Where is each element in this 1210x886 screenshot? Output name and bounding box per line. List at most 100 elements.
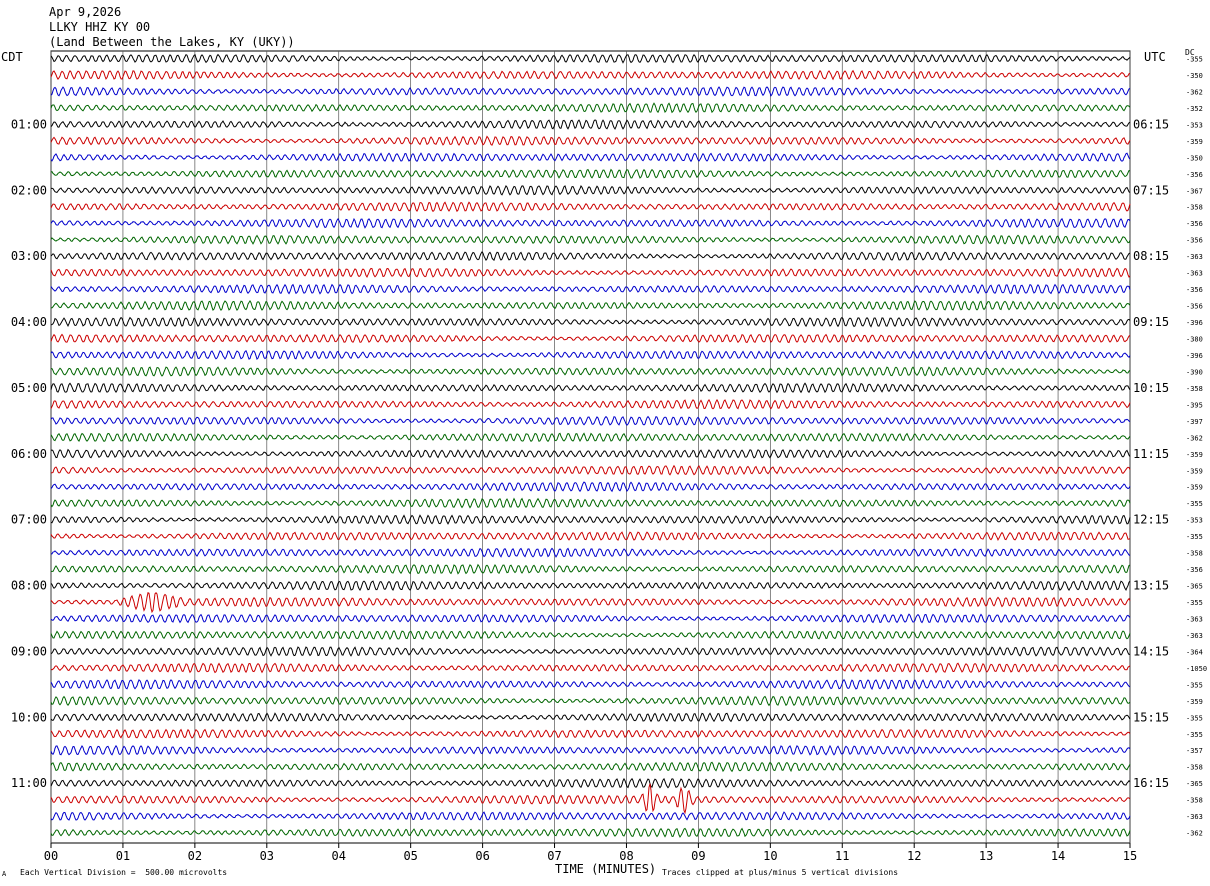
hour-label-left: 09:00 [11, 644, 47, 658]
hour-label-right: 15:15 [1133, 710, 1169, 724]
trace-line [50, 646, 1131, 657]
hour-label-left: 10:00 [11, 710, 47, 724]
x-tick-label: 09 [691, 849, 705, 863]
right-timezone-label: UTC [1144, 50, 1166, 64]
trace-line [50, 613, 1131, 624]
hour-label-right: 10:15 [1133, 381, 1169, 395]
hour-label-right: 16:15 [1133, 776, 1169, 790]
dc-offset-label: -396 [1186, 319, 1203, 327]
dc-offset-label: -365 [1186, 780, 1203, 788]
dc-offset-label: -364 [1186, 648, 1203, 656]
trace-line [50, 53, 1131, 64]
trace-line [50, 300, 1131, 312]
trace-line [50, 251, 1131, 262]
trace-line [50, 432, 1131, 443]
dc-offset-label: -356 [1186, 237, 1203, 245]
trace-line [50, 547, 1131, 558]
trace-line [50, 777, 1131, 789]
plot-frame [50, 50, 1131, 844]
dc-offset-label: -380 [1186, 335, 1203, 343]
dc-offset-label: -353 [1186, 121, 1203, 129]
dc-offset-label: -365 [1186, 583, 1203, 591]
trace-line [50, 382, 1131, 394]
hour-label-right: 12:15 [1133, 513, 1169, 527]
x-tick-label: 06 [475, 849, 489, 863]
trace-line [50, 333, 1131, 344]
hour-label-left: 01:00 [11, 117, 47, 131]
trace-line [50, 827, 1131, 838]
trace-line [50, 398, 1131, 410]
trace-line [50, 102, 1131, 114]
trace-line [50, 695, 1131, 707]
dc-offset-label: -358 [1186, 550, 1203, 558]
hour-label-right: 11:15 [1133, 447, 1169, 461]
dc-offset-label: -355 [1186, 533, 1203, 541]
x-tick-label: 04 [332, 849, 346, 863]
trace-line [50, 267, 1131, 279]
dc-offset-label: -397 [1186, 418, 1203, 426]
hour-label-left: 07:00 [11, 513, 47, 527]
left-timezone-label: CDT [1, 50, 23, 64]
trace-line [50, 69, 1131, 81]
trace-line [50, 481, 1131, 493]
hour-label-right: 07:15 [1133, 183, 1169, 197]
x-tick-label: 14 [1051, 849, 1065, 863]
dc-offset-label: -363 [1186, 270, 1203, 278]
dc-offset-label: -363 [1186, 615, 1203, 623]
dc-offset-label: -355 [1186, 500, 1203, 508]
hour-label-left: 08:00 [11, 579, 47, 593]
trace-line [50, 497, 1131, 509]
dc-offset-label: -355 [1186, 599, 1203, 607]
dc-offset-label: -367 [1186, 187, 1203, 195]
x-tick-label: 00 [44, 849, 58, 863]
trace-line [50, 744, 1131, 756]
dc-offset-header: DC [1185, 48, 1195, 57]
dc-offset-label: -359 [1186, 451, 1203, 459]
x-tick-label: 02 [188, 849, 202, 863]
trace-line [50, 712, 1131, 723]
trace-line [50, 531, 1131, 542]
recording-date: Apr 9,2026 [49, 5, 122, 19]
dc-offset-label: -395 [1186, 401, 1203, 409]
dc-offset-label: -356 [1186, 220, 1203, 228]
vertical-scale-note: Each Vertical Division = 500.00 microvol… [20, 868, 228, 877]
dc-offset-label: -362 [1186, 88, 1203, 96]
dc-offset-label: -359 [1186, 467, 1203, 475]
dc-offset-label: -355 [1186, 681, 1203, 689]
trace-line [50, 592, 1131, 614]
x-tick-label: 08 [619, 849, 633, 863]
dc-offset-label: -356 [1186, 566, 1203, 574]
x-axis-title: TIME (MINUTES) [555, 862, 657, 876]
trace-line [50, 728, 1131, 739]
dc-offset-label: -359 [1186, 484, 1203, 492]
dc-offset-label: -358 [1186, 797, 1203, 805]
trace-line [50, 135, 1131, 146]
dc-offset-label: -356 [1186, 286, 1203, 294]
trace-line [50, 662, 1131, 674]
hour-label-left: 06:00 [11, 447, 47, 461]
trace-line [50, 234, 1131, 245]
station-location: (Land Between the Lakes, KY (UKY)) [49, 35, 295, 49]
dc-offset-label: -358 [1186, 204, 1203, 212]
dc-offset-label: -356 [1186, 303, 1203, 311]
dc-offset-label: -359 [1186, 698, 1203, 706]
hour-label-right: 14:15 [1133, 644, 1169, 658]
x-tick-label: 11 [835, 849, 849, 863]
x-tick-label: 12 [907, 849, 921, 863]
dc-offset-label: -390 [1186, 368, 1203, 376]
dc-offset-label: -358 [1186, 764, 1203, 772]
trace-line [50, 580, 1131, 592]
dc-offset-label: -355 [1186, 731, 1203, 739]
trace-line [50, 563, 1131, 575]
trace-line [50, 811, 1131, 821]
hour-label-right: 08:15 [1133, 249, 1169, 263]
station-channel: LLKY HHZ KY 00 [49, 20, 151, 34]
trace-line [50, 349, 1131, 361]
trace-line [50, 629, 1131, 640]
clipping-note: Traces clipped at plus/minus 5 vertical … [662, 868, 899, 877]
hour-label-right: 09:15 [1133, 315, 1169, 329]
dc-offset-label: -1050 [1186, 665, 1207, 673]
trace-line [50, 678, 1131, 690]
dc-offset-label: -355 [1186, 714, 1203, 722]
dc-offset-label: -359 [1186, 138, 1203, 146]
